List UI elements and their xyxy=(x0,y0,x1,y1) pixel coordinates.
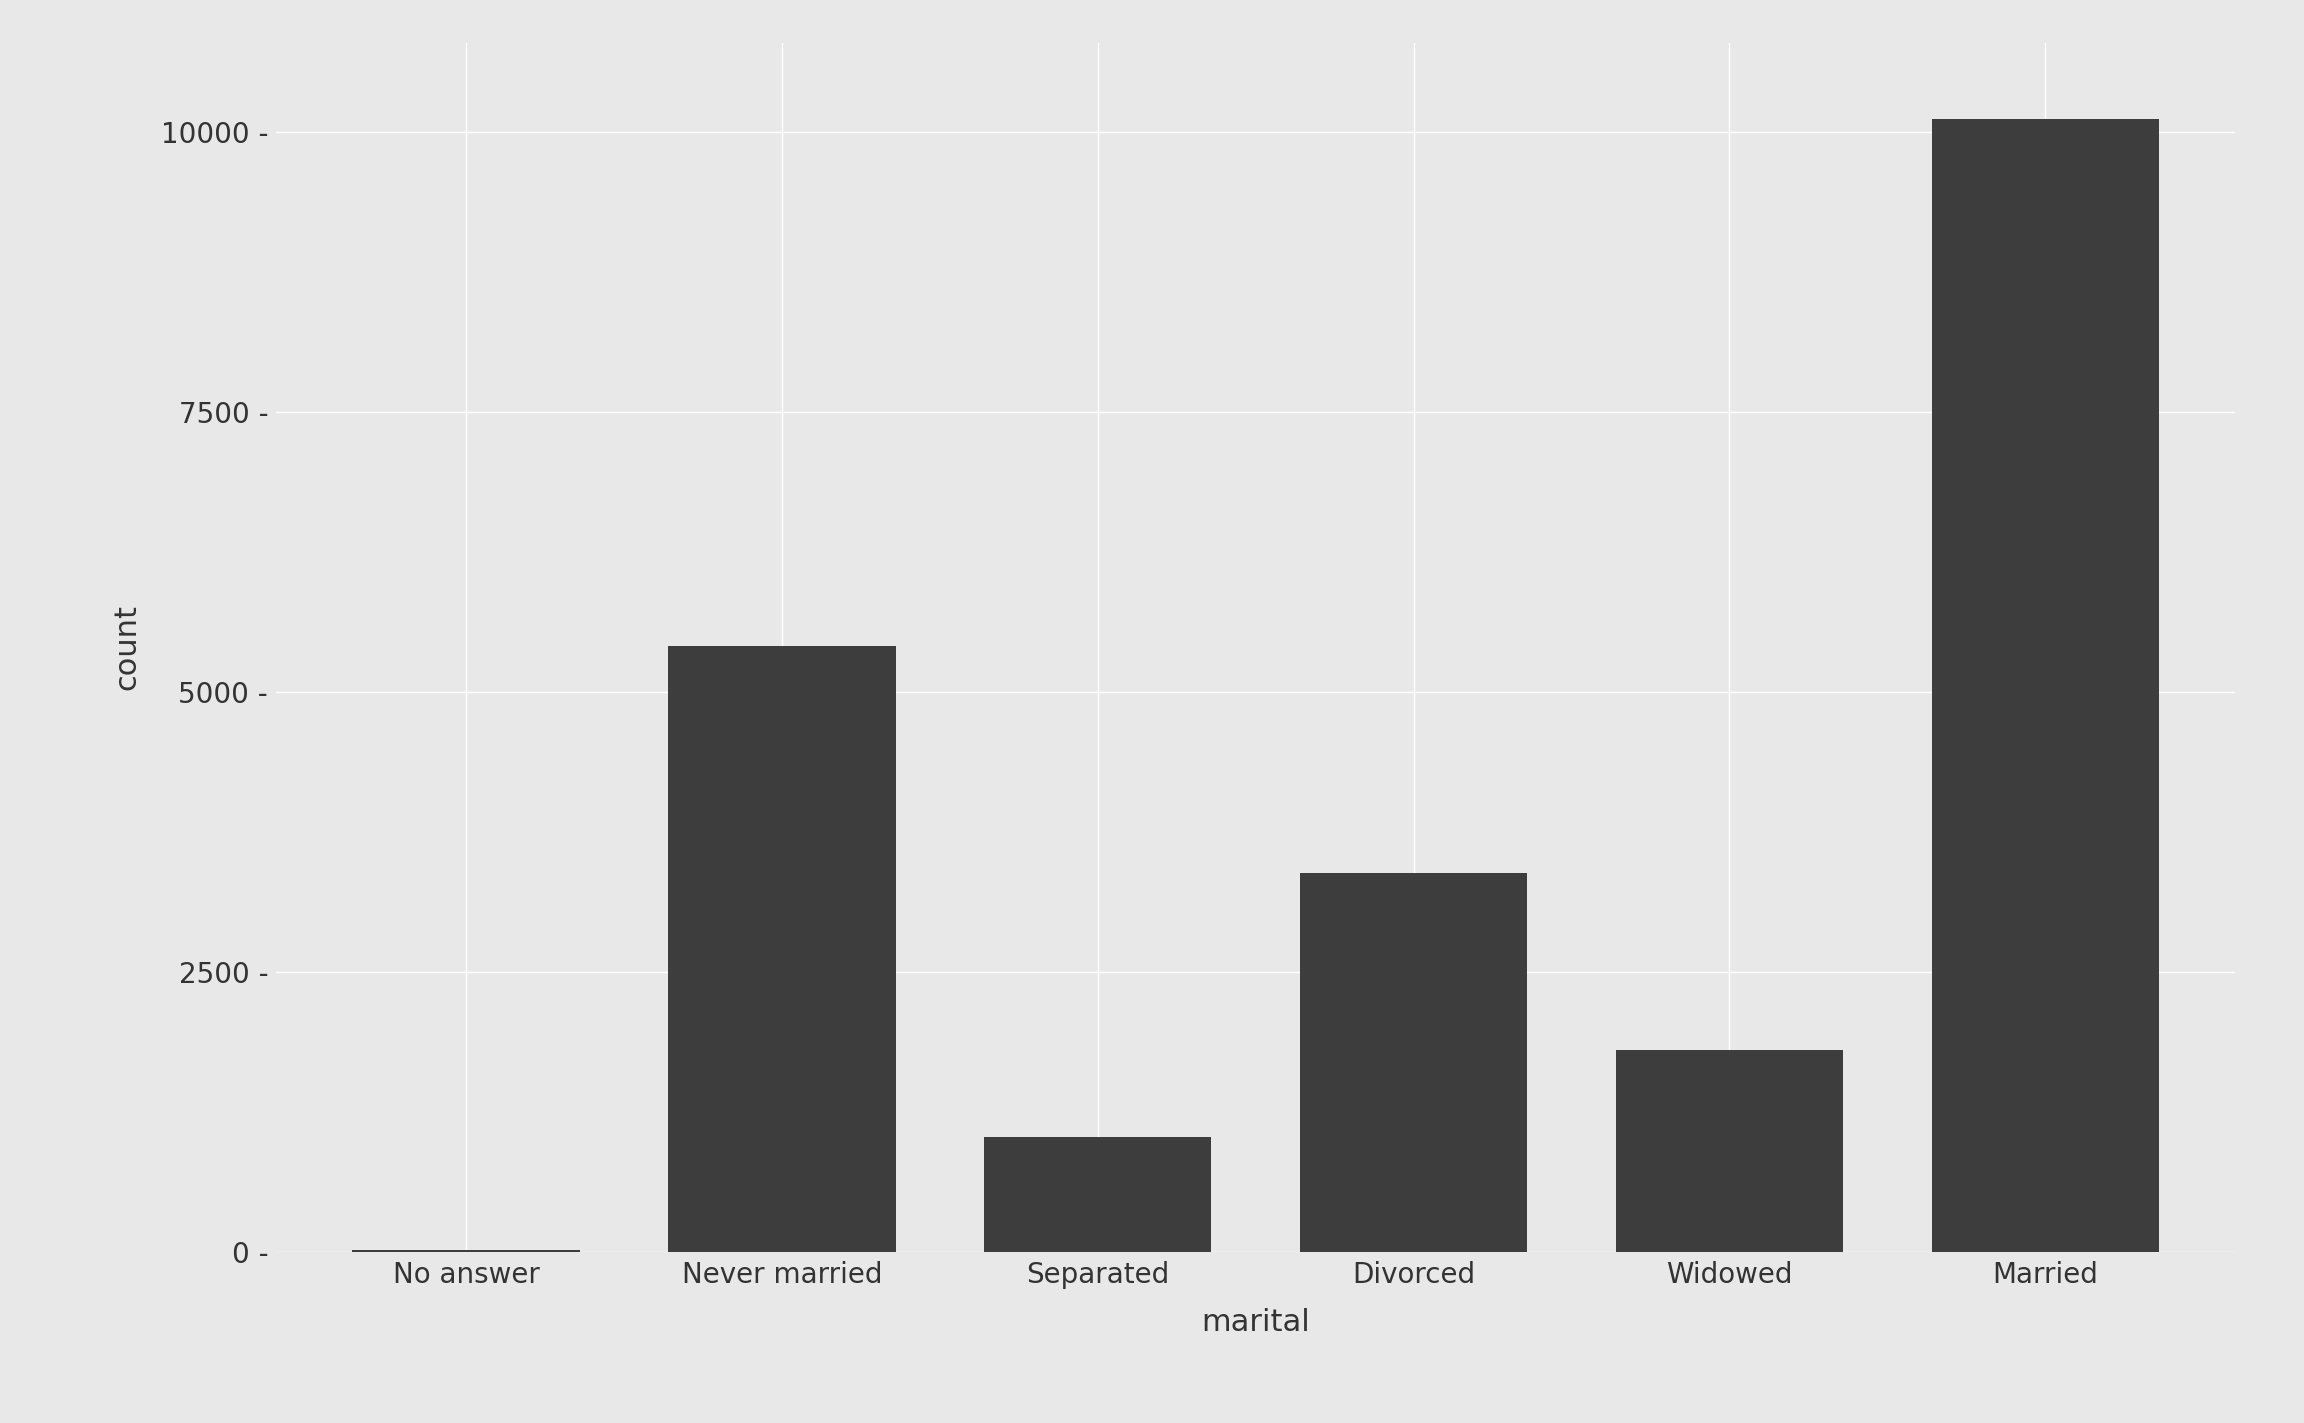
Bar xyxy=(984,1137,1212,1252)
X-axis label: marital: marital xyxy=(1200,1308,1311,1338)
Bar xyxy=(1615,1050,1843,1252)
Bar xyxy=(1931,120,2159,1252)
Bar xyxy=(668,646,896,1252)
Bar xyxy=(353,1251,581,1252)
Bar xyxy=(1299,874,1528,1252)
Y-axis label: count: count xyxy=(113,605,141,690)
